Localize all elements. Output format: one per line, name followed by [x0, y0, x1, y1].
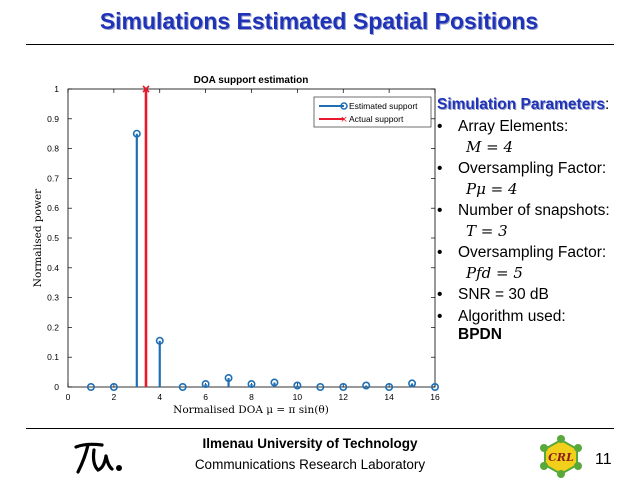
y-tick-label: 0.8: [47, 144, 59, 154]
bullet-icon: •: [437, 160, 443, 177]
doa-chart: DOA support estimation 0 0.1 0.2 0.3 0.4 0.5 0…: [28, 64, 443, 424]
stem-marker: [408, 379, 417, 388]
x-tick-label: 14: [384, 392, 394, 402]
legend-box: [313, 96, 432, 128]
param-formula: T = 3: [466, 222, 508, 240]
x-tick-label: 2: [112, 392, 117, 402]
x-tick-label: 12: [339, 392, 349, 402]
stem-marker: [247, 380, 256, 389]
param-oversampling-fd: • Oversampling Factor: Pfd = 5: [437, 244, 637, 282]
y-tick-label: 0.7: [47, 173, 59, 183]
parameters-heading-colon: :: [604, 96, 610, 113]
stem-marker: [270, 378, 279, 387]
stem-marker: [362, 381, 371, 390]
y-tick-label: 0.2: [47, 322, 59, 332]
x-tick-label: 0: [66, 392, 71, 402]
param-label: Oversampling Factor:: [458, 160, 607, 177]
y-tick-label: 0: [54, 382, 59, 392]
bullet-icon: •: [437, 286, 443, 303]
stem-marker: [293, 381, 302, 390]
slide-title: Simulations Estimated Spatial Positions: [99, 8, 539, 34]
stem-marker: [201, 380, 210, 389]
stem-marker: [339, 382, 348, 391]
page-number: 11: [595, 451, 612, 468]
y-tick-label: 0.1: [47, 352, 59, 362]
param-algorithm: • Algorithm used: BPDN: [437, 308, 637, 344]
stem-marker: [316, 382, 325, 391]
stem-marker: [155, 336, 164, 345]
footer-lab: Communications Research Laboratory: [194, 457, 426, 472]
legend-actual-label: Actual support: [349, 114, 404, 124]
series-actual-support: [142, 85, 150, 387]
parameters-heading-text: Simulation Parameters: [437, 96, 605, 113]
footer-university: Ilmenau University of Technology: [202, 436, 418, 451]
chart-svg: DOA support estimation 00.10.20.30.40.50…: [32, 75, 440, 416]
university-logo: [74, 442, 122, 474]
legend-estimated-marker: [340, 102, 348, 110]
param-label: Number of snapshots:: [458, 202, 610, 219]
crl-logo: CRL: [540, 435, 582, 478]
legend: Estimated support × Actual support: [313, 96, 432, 128]
param-formula: Pμ = 4: [466, 180, 518, 198]
crl-logo-text: CRL: [548, 451, 574, 464]
param-snapshots: • Number of snapshots: T = 3: [437, 202, 637, 240]
plot-background: [67, 88, 436, 388]
stem-marker: [385, 382, 394, 391]
bullet-icon: •: [437, 118, 443, 135]
actual-stem-marker: [142, 85, 150, 93]
stem-marker: [132, 129, 141, 138]
stem-marker: [86, 382, 95, 391]
simulation-parameters: Simulation Parameters: • Array Elements:…: [437, 96, 637, 344]
x-tick-label: 8: [249, 392, 254, 402]
param-formula: Pfd = 5: [466, 264, 523, 282]
param-label: Oversampling Factor:: [458, 244, 607, 261]
x-axis: 0 2 4 6 8 10 12 14 16: [66, 89, 440, 402]
y-axis-label: Normalised power: [32, 188, 44, 287]
param-snr: • SNR = 30 dB: [437, 286, 637, 304]
stem-marker: [178, 382, 187, 391]
x-tick-label: 4: [157, 392, 162, 402]
param-label: Algorithm used:: [458, 308, 566, 325]
x-tick-label: 16: [430, 392, 440, 402]
y-tick-label: 0.6: [47, 203, 59, 213]
title-rule: [26, 44, 614, 45]
y-tick-label: 1: [54, 84, 59, 94]
param-label: SNR = 30 dB: [458, 286, 549, 303]
bullet-icon: •: [437, 308, 443, 325]
footer-rule: [26, 428, 614, 429]
bullet-icon: •: [437, 202, 443, 219]
y-tick-label: 0.3: [47, 293, 59, 303]
param-value: BPDN: [458, 326, 502, 343]
stem-marker: [109, 382, 118, 391]
x-tick-label: 10: [293, 392, 303, 402]
x-axis-label: Normalised DOA μ = π sin(θ): [173, 404, 329, 416]
bullet-icon: •: [437, 244, 443, 261]
y-tick-label: 0.5: [47, 233, 59, 243]
y-tick-label: 0.4: [47, 263, 59, 273]
stem-marker: [430, 382, 439, 391]
param-oversampling-mu: • Oversampling Factor: Pμ = 4: [437, 160, 637, 198]
legend-estimated-label: Estimated support: [349, 101, 418, 111]
parameters-heading: Simulation Parameters:: [437, 96, 637, 114]
y-axis: 0 0.1 0.2 0.3 0.4 0.5 0.6 0.7 0.8 0.9 1: [47, 84, 435, 392]
param-label: Array Elements:: [458, 118, 569, 135]
y-tick-label: 0.9: [47, 114, 59, 124]
series-estimated-support: [86, 129, 439, 391]
chart-title: DOA support estimation: [194, 75, 309, 86]
param-array-elements: • Array Elements: M = 4: [437, 118, 637, 156]
param-formula: M = 4: [466, 138, 514, 156]
x-tick-label: 6: [203, 392, 208, 402]
stem-marker: [224, 374, 233, 383]
legend-actual-marker: ×: [340, 115, 348, 125]
